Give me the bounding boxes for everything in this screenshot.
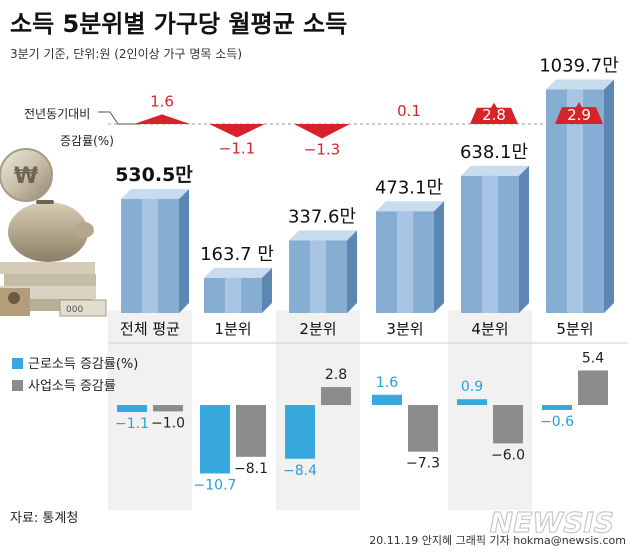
yoy-up-marker — [470, 102, 518, 124]
category-label: 5분위 — [556, 320, 593, 338]
labor-growth-bar — [117, 405, 147, 413]
piggy-bank-icon — [8, 202, 88, 262]
income-bar-top — [461, 165, 529, 176]
income-bar-stripe — [396, 211, 414, 313]
yoy-down-marker — [209, 124, 265, 138]
income-bar-side — [179, 188, 189, 313]
yoy-value-label: −1.3 — [304, 141, 340, 159]
yoy-up-marker — [134, 114, 190, 124]
income-value-label: 163.7 만 — [200, 244, 274, 265]
yoy-value-label: 0.1 — [397, 102, 421, 120]
legend-swatch-labor — [12, 358, 23, 369]
watermark: NEWSIS — [490, 506, 614, 539]
business-growth-label: −1.0 — [151, 415, 185, 431]
income-value-label: 1039.7만 — [539, 55, 619, 76]
income-bars: 530.5만 163.7 만 337.6만 473.1만 638.1만 1039.7만전체… — [24, 55, 628, 510]
income-value-label: 473.1만 — [375, 177, 443, 198]
labor-growth-label: −0.6 — [540, 414, 574, 430]
yoy-label: 전년동기대비 — [24, 107, 90, 121]
labor-growth-bar — [457, 399, 487, 405]
labor-growth-label: 0.9 — [461, 379, 483, 395]
income-bar-stripe — [566, 89, 584, 313]
labor-growth-bar — [372, 394, 402, 405]
business-growth-label: −8.1 — [234, 461, 268, 477]
legend-label-labor: 근로소득 증감률(%) — [28, 357, 138, 372]
business-growth-label: 5.4 — [582, 350, 604, 366]
business-growth-label: −7.3 — [406, 456, 440, 472]
labor-growth-bar — [200, 405, 230, 474]
legend-label-business: 사업소득 증감률 — [28, 379, 116, 394]
yoy-up-marker — [555, 102, 603, 124]
income-bar-top — [204, 267, 272, 278]
labor-growth-label: −10.7 — [194, 477, 237, 493]
income-bar-side — [434, 201, 444, 313]
yoy-value-label: 2.8 — [482, 106, 506, 124]
business-growth-bar — [493, 405, 523, 444]
income-bar-top — [376, 201, 444, 212]
labor-growth-bar — [542, 405, 572, 410]
category-label: 3분위 — [386, 320, 423, 338]
growth-bars: −1.1 −1.0 −10.7−8.1 −8.4 2.8 1.6 −7.3 0.9 −6.0 −0… — [115, 350, 608, 493]
labor-growth-bar — [285, 405, 315, 459]
legend-swatch-business — [12, 380, 23, 391]
business-growth-bar — [153, 405, 183, 412]
page-subtitle: 3분기 기준, 단위:원 (2인이상 가구 명목 소득) — [10, 47, 242, 61]
income-bar-side — [519, 165, 529, 313]
page-title: 소득 5분위별 가구당 월평균 소득 — [10, 10, 347, 38]
income-value-label: 530.5만 — [115, 164, 193, 186]
yoy-label-unit: 증감률(%) — [60, 134, 114, 148]
income-bar-side — [262, 267, 272, 313]
yoy-value-label: −1.1 — [219, 140, 255, 158]
business-growth-bar — [236, 405, 266, 457]
yoy-value-label: 2.9 — [567, 106, 591, 124]
svg-text:000: 000 — [66, 305, 83, 315]
business-growth-label: 2.8 — [325, 367, 347, 383]
category-label: 2분위 — [299, 320, 336, 338]
coin-icon — [0, 148, 53, 202]
legend: 근로소득 증감률(%) 사업소득 증감률 — [12, 357, 138, 394]
income-bar-top — [289, 230, 357, 241]
income-value-label: 638.1만 — [460, 142, 528, 163]
labor-growth-label: 1.6 — [376, 375, 398, 391]
income-bar-stripe — [224, 277, 242, 313]
income-value-label: 337.6만 — [288, 206, 356, 227]
labor-growth-label: −1.1 — [115, 416, 149, 432]
income-bar-top — [121, 188, 189, 199]
credit-line: 20.11.19 안지혜 그래픽 기자 hokma@newsis.com — [369, 534, 626, 547]
business-growth-bar — [408, 405, 438, 452]
business-growth-bar — [321, 387, 351, 405]
income-bar-stripe — [481, 175, 499, 313]
income-bar-stripe — [141, 198, 159, 313]
business-growth-bar — [578, 370, 608, 405]
yoy-down-marker — [294, 124, 350, 139]
source-note: 자료: 통계청 — [10, 511, 78, 526]
yoy-value-label: 1.6 — [150, 92, 174, 110]
income-bar-top — [546, 79, 614, 90]
income-bar-side — [347, 230, 357, 313]
category-label: 전체 평균 — [120, 320, 180, 338]
svg-text:₩: ₩ — [14, 164, 38, 189]
yoy-leader-line — [98, 111, 140, 125]
income-bar-stripe — [309, 240, 327, 313]
category-label: 1분위 — [214, 320, 251, 338]
category-label: 4분위 — [471, 320, 508, 338]
income-bar-side — [604, 79, 614, 313]
business-growth-label: −6.0 — [491, 447, 525, 463]
money-illustration: ₩ 000 — [0, 148, 107, 317]
labor-growth-label: −8.4 — [283, 463, 317, 479]
